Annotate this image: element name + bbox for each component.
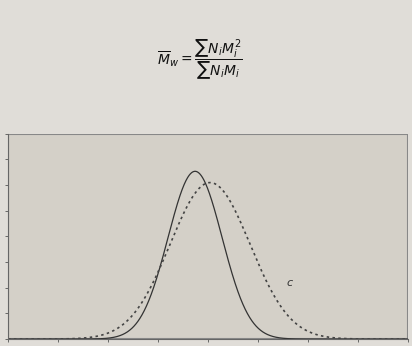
Bar	[8, 134, 408, 339]
Text: $\overline{M}_{w} = \dfrac{\sum N_i M_i^2}{\sum N_i M_i}$: $\overline{M}_{w} = \dfrac{\sum N_i M_i^…	[157, 38, 243, 82]
Text: c: c	[286, 277, 292, 288]
